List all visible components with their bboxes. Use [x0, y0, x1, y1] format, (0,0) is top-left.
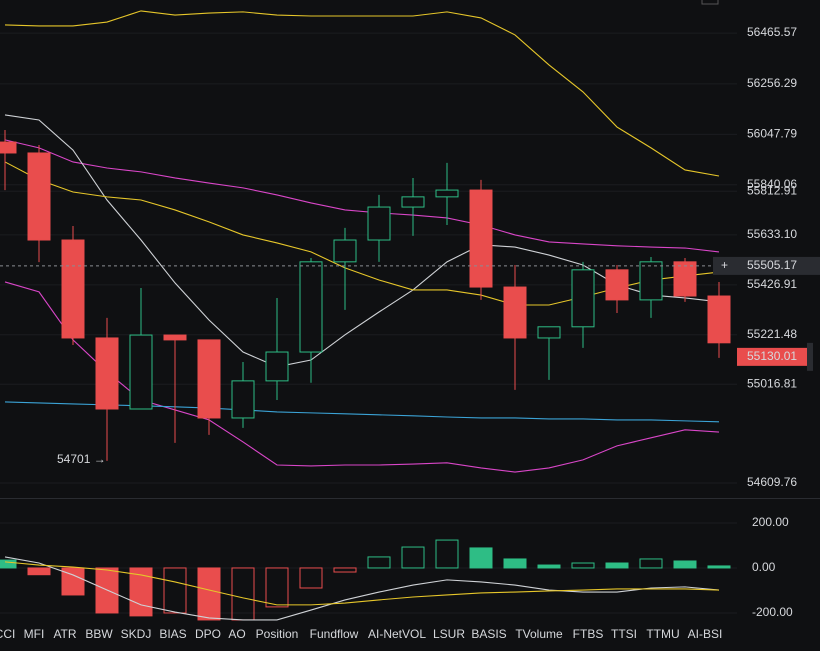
candle-body [0, 141, 17, 154]
histogram-bar [469, 547, 493, 569]
histogram-bar [27, 567, 51, 576]
candle-body [435, 189, 459, 198]
candle-body [197, 339, 221, 419]
candle-body [333, 239, 357, 263]
candle-body [163, 334, 187, 341]
indicator-tab[interactable]: LSUR [433, 627, 465, 641]
indicator-tab[interactable]: MFI [24, 627, 45, 641]
indicator-tab[interactable]: AI-BSI [688, 627, 723, 641]
y-tick-label: 55016.81 [747, 376, 797, 390]
oscillator-line [4, 556, 720, 621]
histogram-bar [639, 558, 663, 569]
histogram-bar [605, 562, 629, 569]
indicator-tab[interactable]: AO [228, 627, 245, 641]
tab-bar [0, 622, 737, 651]
histogram-bar [197, 567, 221, 621]
y-tick-label: 55221.48 [747, 327, 797, 341]
candle-body [61, 239, 85, 339]
y-tick-label: 55812.91 [747, 183, 797, 197]
last-price-box [737, 347, 807, 366]
candle-body [605, 269, 629, 301]
histogram-bar [265, 567, 289, 608]
y-tick-label: -200.00 [752, 605, 793, 619]
indicator-tab[interactable]: TVolume [515, 627, 563, 641]
indicator-tab[interactable]: BASIS [471, 627, 506, 641]
last-price-tab [807, 342, 813, 371]
indicator-tab[interactable]: BIAS [159, 627, 186, 641]
histogram-bar [401, 546, 425, 569]
histogram-bar [537, 564, 561, 569]
candle-body [673, 261, 697, 297]
histogram-bar [435, 539, 459, 569]
candle-body [571, 269, 595, 328]
candle-body [27, 152, 51, 241]
y-tick-label: 200.00 [752, 515, 789, 529]
y-tick-label: 0.00 [752, 560, 776, 574]
crosshair-price: 55505.17 [747, 258, 797, 272]
indicator-line [4, 161, 720, 306]
y-tick-label: 55633.10 [747, 227, 797, 241]
histogram-bar [707, 565, 731, 569]
crosshair-price-box [713, 256, 820, 275]
y-tick-label: 55426.91 [747, 277, 797, 291]
histogram-bar [673, 560, 697, 569]
indicator-tab[interactable]: ATR [53, 627, 76, 641]
indicator-line [4, 10, 720, 177]
indicator-tab[interactable]: TTSI [611, 627, 637, 641]
indicator-line [4, 139, 720, 253]
y-tick-label: 55840.06 [747, 177, 797, 191]
candle-body [639, 261, 663, 301]
histogram-bar [0, 559, 17, 569]
y-tick-label: 56465.57 [747, 25, 797, 39]
low-annotation: 54701 → [57, 452, 106, 466]
candle-body [299, 261, 323, 353]
crosshair-plus: + [721, 258, 728, 272]
candle-body [537, 326, 561, 339]
indicator-tab[interactable]: Fundflow [310, 627, 359, 641]
indicator-line [4, 114, 720, 368]
indicator-tab[interactable]: CCI [0, 627, 15, 641]
oscillator-line [4, 561, 720, 606]
corner-icon[interactable] [701, 0, 719, 5]
indicator-tab[interactable]: AI-NetVOL [368, 627, 426, 641]
histogram-bar [503, 558, 527, 569]
indicator-line [4, 281, 720, 473]
indicator-tab[interactable]: Position [256, 627, 299, 641]
histogram-bar [61, 567, 85, 596]
candle-body [503, 286, 527, 339]
histogram-bar [571, 562, 595, 569]
candle-body [265, 351, 289, 382]
histogram-bar [299, 567, 323, 589]
histogram-bar [367, 556, 391, 569]
last-price: 55130.01 [747, 349, 797, 363]
histogram-bar [129, 567, 153, 617]
indicator-line [4, 401, 720, 423]
indicator-tab[interactable]: SKDJ [121, 627, 152, 641]
indicator-tab[interactable]: DPO [195, 627, 221, 641]
indicator-tab[interactable]: BBW [85, 627, 113, 641]
indicator-tab[interactable]: FTBS [573, 627, 604, 641]
candle-body [95, 337, 119, 410]
histogram-bar [163, 567, 187, 614]
y-tick-label: 56047.79 [747, 127, 797, 141]
histogram-bar [333, 567, 357, 573]
candle-body [469, 189, 493, 288]
candle-body [129, 334, 153, 410]
candle-body [401, 196, 425, 208]
candle-body [231, 380, 255, 419]
candle-body [367, 206, 391, 241]
candle-body [707, 295, 731, 344]
y-tick-label: 54609.76 [747, 475, 797, 489]
indicator-tab[interactable]: TTMU [646, 627, 679, 641]
y-tick-label: 56256.29 [747, 76, 797, 90]
